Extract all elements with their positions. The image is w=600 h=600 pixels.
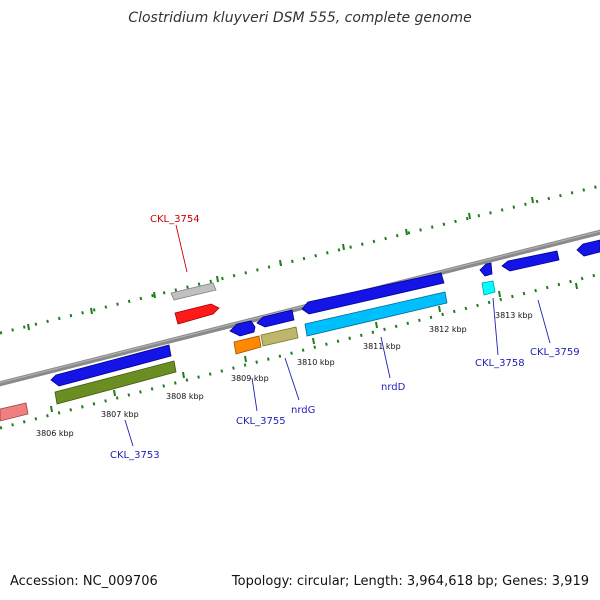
inner-dotted-track (0, 272, 600, 430)
gene-cyan-nrdD[interactable] (304, 291, 448, 337)
gene-orange-ckl-3755[interactable] (233, 335, 262, 355)
gene-label-ckl-3753[interactable]: CKL_3753 (110, 450, 160, 461)
gene-pink-edge[interactable] (0, 402, 29, 422)
reverse-genes (0, 280, 496, 422)
map-title: Clostridium kluyveri DSM 555, complete g… (128, 10, 472, 26)
gene-blue-3755b[interactable] (256, 309, 295, 328)
leader-ckl-3754 (175, 224, 188, 273)
gene-label-nrdG[interactable]: nrdG (291, 405, 315, 416)
tick-label-3806: 3806 kbp (36, 429, 74, 438)
gene-blue-3759[interactable] (501, 250, 560, 272)
gene-blue-left[interactable] (50, 344, 172, 387)
tick-label-3813: 3813 kbp (495, 311, 533, 320)
accession-label: Accession: NC_009706 (10, 574, 158, 589)
tick-label-3810: 3810 kbp (297, 358, 335, 367)
kbp-tick-labels: 3806 kbp 3807 kbp 3808 kbp 3809 kbp 3810… (36, 311, 533, 438)
tick-label-3811: 3811 kbp (363, 342, 401, 351)
tick-label-3809: 3809 kbp (231, 374, 269, 383)
gene-olive-ckl-3753[interactable] (54, 360, 177, 405)
gene-blue-nrdD[interactable] (301, 272, 445, 315)
leader-ckl-3759 (537, 299, 551, 344)
leader-nrdD (380, 336, 391, 379)
tick-label-3807: 3807 kbp (101, 410, 139, 419)
gene-label-nrdD[interactable]: nrdD (381, 382, 406, 393)
genome-summary-label: Topology: circular; Length: 3,964,618 bp… (231, 574, 589, 589)
gene-blue-3758[interactable] (479, 262, 493, 277)
label-leader-lines (124, 224, 551, 447)
gene-khaki-nrdG[interactable] (260, 326, 299, 347)
gene-blue-3755a[interactable] (229, 320, 256, 337)
gene-label-ckl-3754[interactable]: CKL_3754 (150, 214, 200, 225)
tick-label-3808: 3808 kbp (166, 392, 204, 401)
leader-ckl-3753 (124, 419, 134, 447)
forward-genes (50, 239, 600, 387)
genome-backbone (0, 229, 600, 387)
gene-ckl-3754-grey[interactable] (170, 282, 217, 301)
inner-major-ticks (50, 282, 578, 413)
gene-label-ckl-3755[interactable]: CKL_3755 (236, 416, 286, 427)
tick-label-3812: 3812 kbp (429, 325, 467, 334)
outer-major-ticks (27, 196, 534, 331)
leader-ckl-3755 (251, 377, 258, 412)
leader-ckl-3758 (492, 297, 499, 356)
gene-cyan-ckl-3758[interactable] (481, 280, 496, 296)
gene-ckl-3754-red[interactable] (174, 303, 220, 325)
leader-nrdG (284, 357, 300, 401)
gene-label-ckl-3759[interactable]: CKL_3759 (530, 347, 580, 358)
gene-label-ckl-3758[interactable]: CKL_3758 (475, 358, 525, 369)
gene-labels: CKL_3754 CKL_3753 CKL_3755 nrdG nrdD CKL… (110, 214, 580, 461)
gene-blue-edge[interactable] (576, 239, 600, 257)
